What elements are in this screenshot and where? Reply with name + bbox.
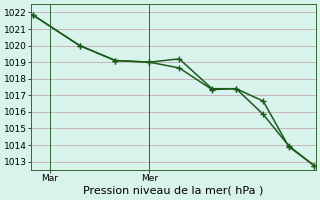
X-axis label: Pression niveau de la mer( hPa ): Pression niveau de la mer( hPa ): [84, 186, 264, 196]
